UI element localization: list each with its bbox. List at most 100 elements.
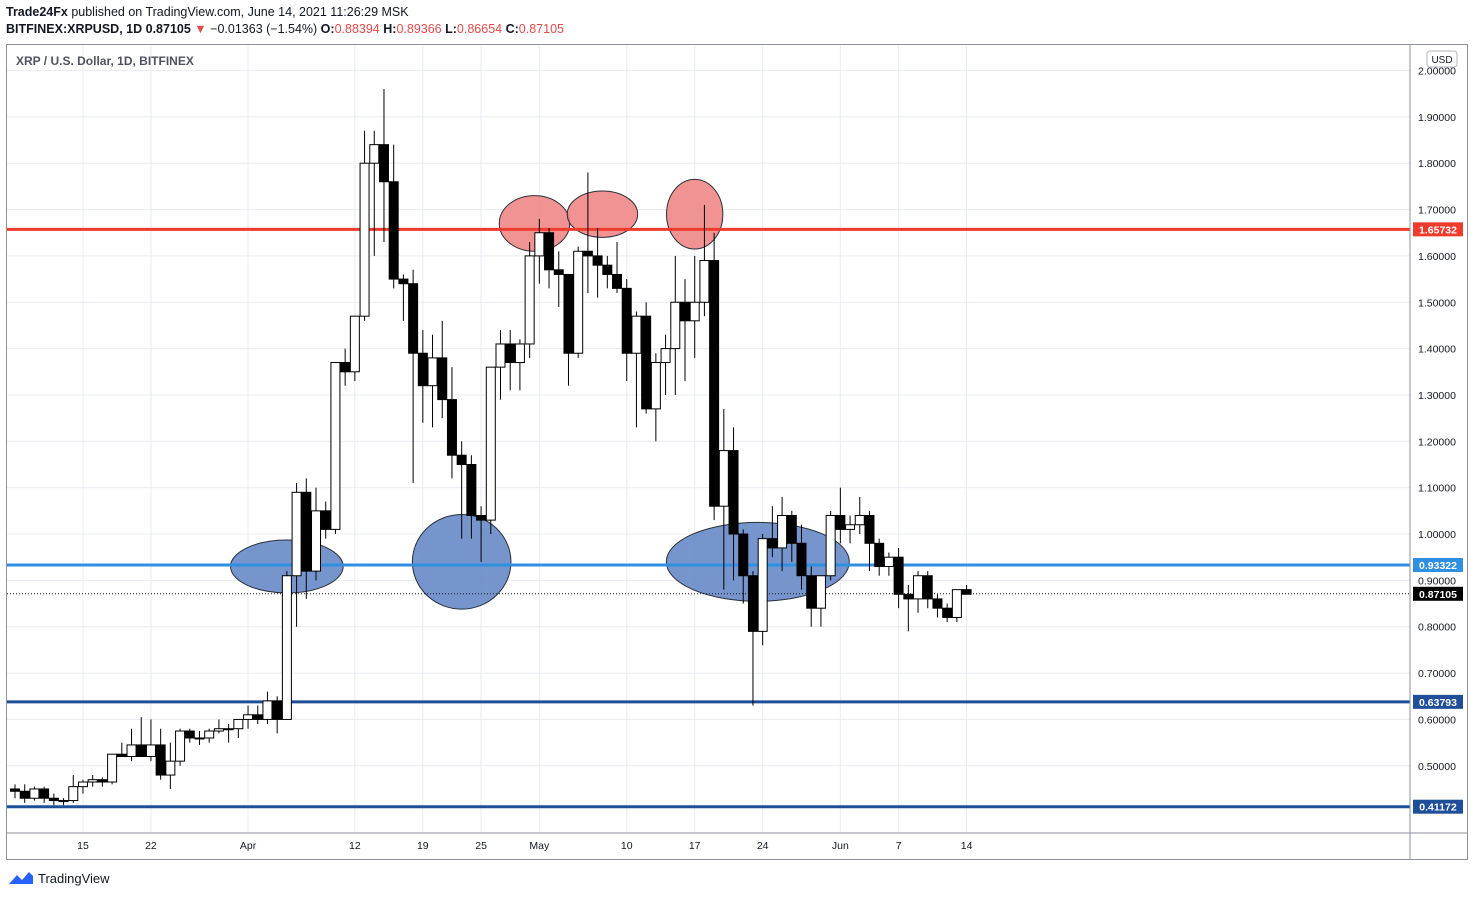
time-tick-label: 24	[757, 840, 769, 852]
time-tick-label: 7	[896, 840, 902, 852]
candle	[213, 719, 224, 734]
candle	[223, 724, 234, 743]
publisher-name[interactable]: Trade24Fx	[6, 5, 68, 19]
candle-body	[883, 556, 894, 567]
candle-body	[369, 144, 380, 164]
candle	[864, 510, 875, 572]
candle	[650, 353, 661, 442]
price-tick-label: 1.80000	[1418, 158, 1456, 170]
candle-body	[922, 575, 933, 600]
candle-body	[97, 779, 108, 783]
candle	[165, 742, 176, 789]
candle	[398, 274, 409, 321]
candle	[194, 731, 205, 745]
candle	[427, 334, 438, 428]
candle	[243, 705, 254, 729]
candle	[505, 330, 516, 391]
candle-body	[495, 343, 506, 368]
candle	[10, 784, 20, 799]
price-tick-label: 0.60000	[1418, 714, 1456, 726]
candle	[126, 728, 137, 762]
level-label-bg	[1413, 557, 1463, 572]
candle-body	[738, 533, 749, 577]
candle	[39, 786, 50, 803]
candle-body	[388, 181, 399, 280]
candle-body	[87, 779, 98, 783]
footer: TradingView	[8, 870, 110, 886]
candle-body	[835, 514, 846, 530]
candle	[340, 348, 351, 386]
candle	[388, 144, 399, 289]
candle	[942, 603, 953, 623]
candle	[699, 204, 710, 317]
candle-body	[757, 538, 768, 632]
candle-body	[175, 730, 186, 762]
grid-lines	[7, 45, 1410, 833]
candle	[922, 571, 933, 609]
price-tick-label: 1.10000	[1418, 483, 1456, 495]
candle	[544, 228, 555, 289]
candle	[660, 334, 671, 395]
candle	[204, 728, 215, 743]
candle-body	[777, 514, 788, 549]
candle-body	[767, 538, 778, 549]
candle-body	[456, 454, 467, 465]
candle-body	[68, 786, 79, 802]
candle-body	[29, 788, 40, 799]
time-tick-label: Jun	[832, 840, 849, 852]
candle	[369, 130, 380, 256]
footer-brand[interactable]: TradingView	[38, 870, 110, 886]
candle-body	[243, 714, 254, 720]
candle-body	[951, 589, 962, 618]
candle-body	[582, 250, 593, 257]
candle	[116, 742, 127, 758]
candle-body	[641, 315, 652, 410]
candle	[495, 330, 506, 400]
candle-body	[728, 450, 739, 535]
candle-body	[544, 232, 555, 271]
chart-frame[interactable]: 2.00000 1.90000 1.80000 1.70000 1.60000 1.500…	[6, 44, 1468, 860]
price-tick-label: 1.40000	[1418, 344, 1456, 356]
candle	[815, 575, 826, 627]
price-tick-label: 0.50000	[1418, 761, 1456, 773]
candle-body	[417, 352, 428, 387]
candle-body	[476, 514, 487, 521]
change-down-icon: ▼	[194, 22, 207, 36]
candle	[534, 218, 545, 284]
candle	[612, 242, 623, 293]
level-label-bg	[1413, 222, 1463, 237]
candle	[689, 255, 700, 358]
chart-title: XRP / U.S. Dollar, 1D, BITFINEX	[16, 54, 194, 68]
candle-body	[165, 760, 176, 776]
candle	[592, 228, 603, 298]
price-tick-label: 0.70000	[1418, 668, 1456, 680]
change-value: −0.01363 (−1.54%)	[210, 22, 318, 36]
candle	[466, 455, 477, 539]
candle-body	[466, 463, 477, 516]
candle	[184, 728, 195, 743]
time-tick-label: 15	[77, 840, 89, 852]
open-value: 0.88394	[334, 22, 380, 36]
time-tick-label: 19	[417, 840, 429, 852]
candle	[883, 552, 894, 576]
candle	[77, 779, 88, 794]
candlestick-chart[interactable]: 2.00000 1.90000 1.80000 1.70000 1.60000 1.500…	[7, 45, 1467, 859]
price-tick-label: 0.80000	[1418, 622, 1456, 634]
price-tick-label: 1.50000	[1418, 297, 1456, 309]
candle-body	[602, 264, 613, 275]
candle-body	[58, 800, 69, 803]
level-label-bg	[1413, 799, 1463, 814]
open-label: O:	[320, 22, 335, 36]
price-tick-label: 1.30000	[1418, 390, 1456, 402]
candle	[893, 547, 904, 609]
candle	[728, 427, 739, 581]
close-label: C:	[505, 22, 519, 36]
tradingview-logo-icon	[9, 872, 33, 884]
high-label: H:	[383, 22, 397, 36]
candle	[854, 496, 865, 535]
candle	[252, 705, 263, 725]
price-tick-label: 0.90000	[1418, 575, 1456, 587]
candle	[767, 506, 778, 558]
candle-body	[553, 269, 564, 275]
level-label: 0.41172	[1419, 802, 1457, 814]
